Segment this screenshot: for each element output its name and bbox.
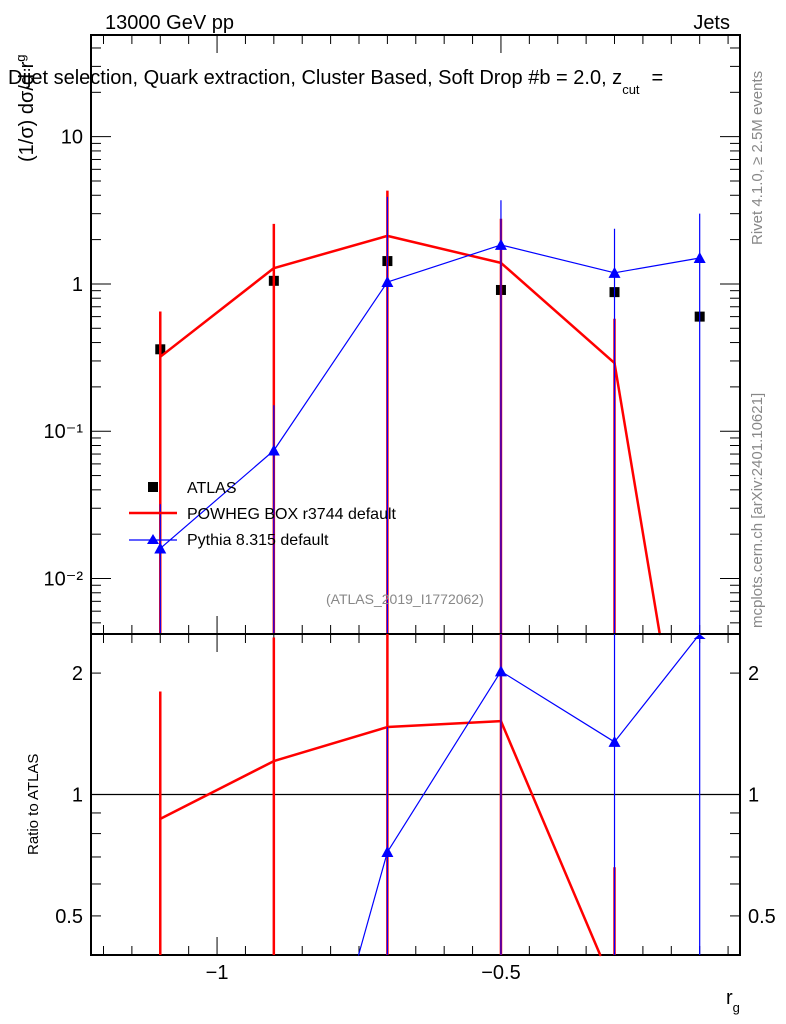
series-group <box>91 633 740 957</box>
pythia-line-segment <box>159 449 275 550</box>
plot-title-sub: cut <box>622 82 640 97</box>
main-panel: 10 1 10⁻¹ 10⁻² <box>44 34 741 636</box>
main-y-label: (1/σ) dσ/d rg <box>13 55 38 163</box>
legend-label-pythia: Pythia 8.315 default <box>187 532 329 549</box>
legend: ATLAS POWHEG BOX r3744 default Pythia 8.… <box>129 480 397 549</box>
header-left: 13000 GeV pp <box>105 12 234 34</box>
y-tick-label-right: 1 <box>748 785 759 807</box>
y-tick-label: 1 <box>72 785 83 807</box>
x-tick-label: −0.5 <box>481 962 520 984</box>
series-group <box>154 190 706 636</box>
legend-marker-pythia <box>147 534 159 544</box>
pythia-point <box>381 276 394 288</box>
powheg-line-segment <box>613 361 662 636</box>
pythia-point <box>267 444 280 456</box>
header-right: Jets <box>693 12 730 34</box>
main-y-label-sub: g <box>13 55 28 62</box>
analysis-id: (ATLAS_2019_I1772062) <box>326 591 484 607</box>
y-tick-label: 10⁻¹ <box>44 421 84 443</box>
pythia-point <box>693 252 706 264</box>
pythia-point <box>381 846 394 858</box>
legend-label-atlas: ATLAS <box>187 480 237 497</box>
powheg-line-segment <box>159 759 276 821</box>
x-axis-label-text: r <box>726 987 733 1009</box>
pythia-line-segment <box>613 633 701 743</box>
powheg-line-segment <box>272 725 389 763</box>
pythia-point <box>494 665 507 677</box>
pythia-line-segment <box>500 244 616 274</box>
pythia-point <box>608 266 621 278</box>
y-tick-label: 10 <box>61 127 83 149</box>
main-y-label-text: (1/σ) dσ/d r <box>16 61 38 162</box>
legend-marker-atlas <box>148 482 158 492</box>
y-tick-label: 2 <box>72 663 83 685</box>
powheg-line-segment <box>386 234 503 265</box>
pythia-point <box>154 542 167 554</box>
pythia-line-segment <box>386 670 502 853</box>
pythia-point <box>608 735 621 747</box>
pythia-line-segment <box>500 670 616 743</box>
legend-label-powheg: POWHEG BOX r3744 default <box>187 506 397 523</box>
x-axis-label: rg <box>726 987 740 1015</box>
plot-title-tail: = <box>652 67 664 89</box>
y-tick-label: 10⁻² <box>44 569 84 591</box>
powheg-line-segment <box>499 261 616 365</box>
x-axis-label-sub: g <box>733 1000 740 1015</box>
powheg-line-segment <box>386 719 503 729</box>
x-tick-label: −1 <box>206 962 229 984</box>
powheg-line-segment <box>272 234 389 270</box>
pythia-line-segment <box>386 244 502 283</box>
y-tick-label-right: 2 <box>748 663 759 685</box>
plot-title-text: Dijet selection, Quark extraction, Clust… <box>8 67 622 89</box>
y-tick-label: 0.5 <box>55 906 83 928</box>
y-tick-label: 1 <box>72 274 83 296</box>
mcplots-label: mcplots.cern.ch [arXiv:2401.10621] <box>749 393 766 628</box>
powheg-line-segment <box>499 719 602 957</box>
pythia-point <box>693 634 706 639</box>
pythia-line-segment <box>613 257 701 274</box>
ratio-panel: 2 2 1 1 0.5 0.5 −1 −0.5 <box>55 633 776 984</box>
powheg-line-segment <box>159 266 276 359</box>
plot-title: Dijet selection, Quark extraction, Clust… <box>8 67 663 97</box>
pythia-point <box>494 238 507 250</box>
pythia-line-segment <box>273 281 388 452</box>
ratio-y-label: Ratio to ATLAS <box>25 754 42 855</box>
rivet-label: Rivet 4.1.0, ≥ 2.5M events <box>749 71 766 245</box>
y-tick-label-right: 0.5 <box>748 906 776 928</box>
pythia-line-segment <box>357 851 388 956</box>
